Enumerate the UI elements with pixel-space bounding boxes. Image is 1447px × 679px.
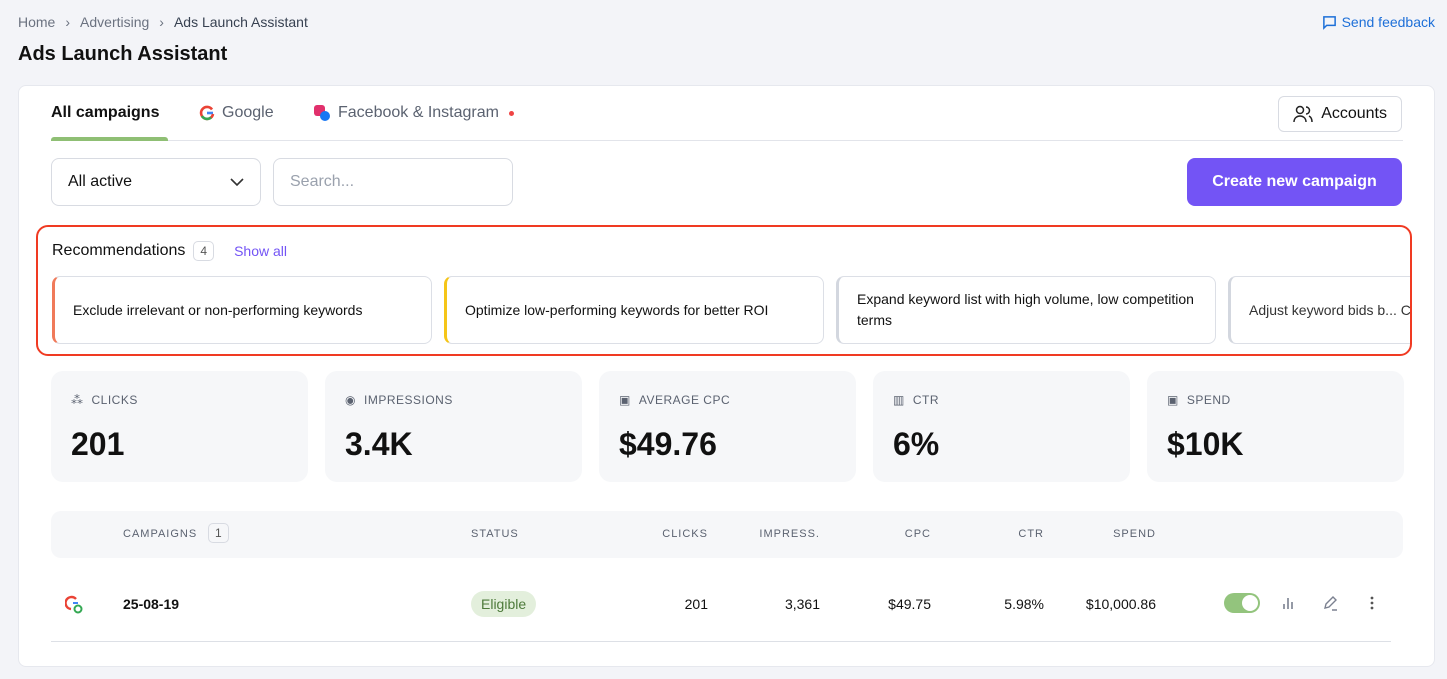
stat-value: $49.76: [619, 426, 717, 462]
table-header: CAMPAIGNS 1 STATUS CLICKS IMPRESS. CPC C…: [51, 511, 1403, 558]
chart-sparkle-icon: ▥: [893, 393, 905, 407]
tab-bar: All campaigns Google Facebook & Instagra…: [51, 86, 1403, 141]
col-status[interactable]: STATUS: [471, 528, 519, 540]
recommendation-card[interactable]: Optimize low-performing keywords for bet…: [444, 276, 824, 344]
breadcrumb-current: Ads Launch Assistant: [173, 14, 308, 30]
edit-icon[interactable]: [1323, 595, 1339, 611]
cell-impressions: 3,361: [784, 596, 820, 612]
recommendation-text: Adjust keyword bids b... CPC: [1249, 301, 1411, 318]
stat-label: CTR: [912, 393, 940, 407]
stat-spend: ▣ SPEND $10K: [1147, 371, 1404, 482]
stat-value: 3.4K: [345, 426, 413, 462]
show-all-link[interactable]: Show all: [234, 243, 288, 259]
col-cpc[interactable]: CPC: [904, 528, 931, 540]
tab-all-campaigns[interactable]: All campaigns: [51, 104, 159, 122]
stat-impressions: ◉ IMPRESSIONS 3.4K: [325, 371, 582, 482]
recommendations-title: Recommendations: [52, 242, 186, 259]
campaigns-count: 1: [208, 523, 229, 543]
campaigns-panel: All campaigns Google Facebook & Instagra…: [18, 85, 1435, 667]
campaign-name[interactable]: 25-08-19: [123, 596, 180, 612]
status-badge: Eligible: [471, 591, 537, 617]
stat-label: CLICKS: [91, 393, 138, 407]
page-title: Ads Launch Assistant: [18, 43, 228, 65]
status-filter-select[interactable]: All active: [51, 158, 261, 206]
col-spend[interactable]: SPEND: [1113, 528, 1156, 540]
campaign-toggle[interactable]: [1224, 593, 1260, 613]
google-icon: [199, 105, 215, 121]
breadcrumb-advertising[interactable]: Advertising: [80, 14, 150, 30]
cell-cpc: $49.75: [888, 596, 931, 612]
bar-chart-icon[interactable]: [1281, 596, 1295, 610]
stat-average-cpc: ▣ AVERAGE CPC $49.76: [599, 371, 856, 482]
notification-dot: [508, 110, 514, 116]
tab-label: Facebook & Instagram: [338, 104, 499, 121]
send-feedback-label: Send feedback: [1341, 14, 1435, 30]
stat-value: 201: [71, 426, 125, 462]
feedback-icon: [1322, 15, 1336, 30]
cell-spend: $10,000.86: [1085, 596, 1156, 612]
col-impressions[interactable]: IMPRESS.: [759, 528, 820, 540]
chevron-down-icon: [230, 178, 244, 186]
meta-icon: [314, 105, 330, 121]
recommendation-card[interactable]: Exclude irrelevant or non-performing key…: [52, 276, 432, 344]
tab-label: Google: [222, 104, 274, 121]
breadcrumb: Home › Advertising › Ads Launch Assistant: [18, 14, 308, 30]
money-cursor-icon: ▣: [619, 393, 631, 407]
recommendation-text: Exclude irrelevant or non-performing key…: [73, 301, 363, 318]
recommendations-section: Recommendations 4 Show all Exclude irrel…: [36, 225, 1412, 356]
table-row[interactable]: 25-08-19 Eligible 201 3,361 $49.75 5.98%…: [51, 576, 1391, 642]
stat-clicks: ⁂ CLICKS 201: [51, 371, 308, 482]
stat-label: AVERAGE CPC: [638, 393, 731, 407]
active-tab-indicator: [51, 137, 168, 141]
col-campaigns[interactable]: CAMPAIGNS: [123, 528, 198, 540]
recommendation-text: Optimize low-performing keywords for bet…: [465, 301, 769, 318]
eye-icon: ◉: [345, 393, 356, 407]
tab-label: All campaigns: [51, 104, 160, 121]
breadcrumb-home[interactable]: Home: [18, 14, 56, 30]
cell-clicks: 201: [684, 596, 708, 612]
stat-label: IMPRESSIONS: [363, 393, 453, 407]
tab-facebook-instagram[interactable]: Facebook & Instagram: [313, 104, 514, 122]
chevron-right-icon: ›: [65, 14, 71, 30]
recommendation-card[interactable]: Expand keyword list with high volume, lo…: [836, 276, 1216, 344]
tab-google[interactable]: Google: [199, 104, 274, 122]
recommendation-card[interactable]: Adjust keyword bids b... CPC: [1228, 276, 1411, 344]
stat-ctr: ▥ CTR 6%: [873, 371, 1130, 482]
recommendations-count: 4: [193, 241, 215, 261]
google-search-icon: [65, 595, 83, 614]
send-feedback-link[interactable]: Send feedback: [1322, 14, 1435, 30]
search-input[interactable]: [273, 158, 513, 206]
stat-label: SPEND: [1186, 393, 1231, 407]
more-options-icon[interactable]: [1369, 595, 1375, 611]
create-campaign-button[interactable]: Create new campaign: [1187, 158, 1402, 206]
stat-value: 6%: [893, 426, 940, 462]
recommendation-text: Expand keyword list with high volume, lo…: [857, 291, 1194, 328]
chevron-right-icon: ›: [159, 14, 164, 30]
cursor-click-icon: ⁂: [71, 393, 84, 407]
accounts-label: Accounts: [1321, 105, 1387, 122]
accounts-button[interactable]: Accounts: [1278, 96, 1402, 132]
col-ctr[interactable]: CTR: [1018, 528, 1044, 540]
users-icon: [1293, 105, 1313, 123]
stat-value: $10K: [1167, 426, 1244, 462]
cell-ctr: 5.98%: [1004, 596, 1044, 612]
filter-value: All active: [68, 173, 133, 190]
money-icon: ▣: [1167, 393, 1179, 407]
col-clicks[interactable]: CLICKS: [662, 528, 708, 540]
